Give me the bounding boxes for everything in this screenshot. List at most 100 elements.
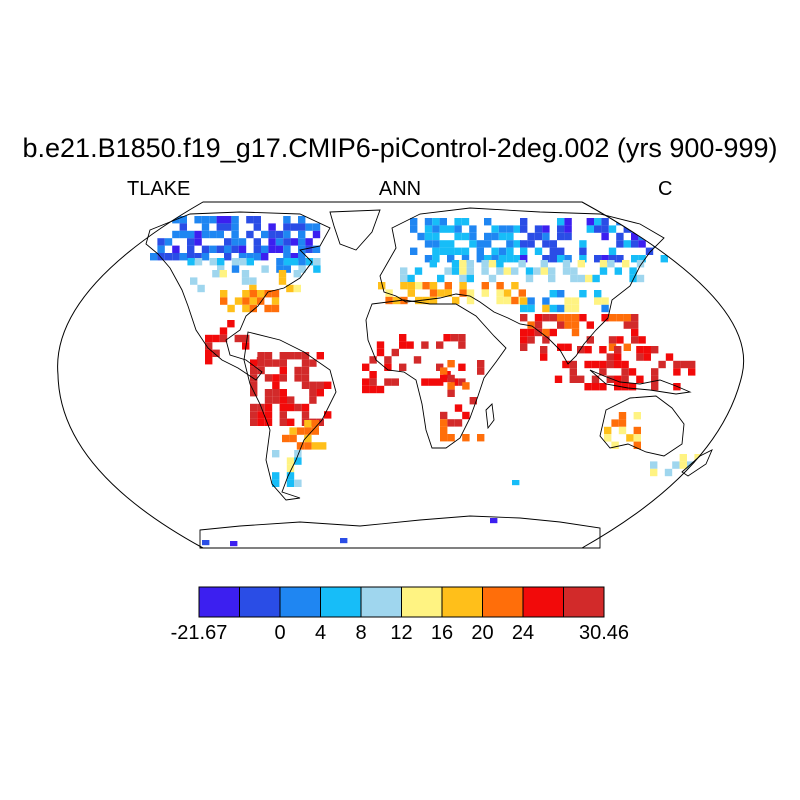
lake-cell — [562, 260, 571, 268]
lake-cell — [557, 304, 565, 313]
lake-cell — [224, 245, 232, 253]
lake-cell — [298, 223, 306, 231]
lake-cell — [604, 426, 612, 435]
lake-cell — [520, 225, 528, 233]
lake-cell — [484, 232, 492, 241]
lake-cell — [283, 238, 291, 246]
lake-cell — [452, 296, 460, 305]
lake-cell — [286, 464, 295, 473]
lake-cell — [525, 267, 534, 275]
lake-cell — [604, 434, 612, 442]
lake-cell — [227, 304, 235, 313]
lake-cell — [230, 541, 238, 547]
lake-cell — [577, 260, 585, 268]
lake-cell — [557, 225, 565, 233]
colorbar-box — [563, 586, 605, 618]
lake-cell — [513, 255, 521, 263]
lake-cell — [491, 247, 499, 255]
lake-cell — [518, 260, 526, 268]
lake-cell — [150, 253, 158, 261]
lake-cell — [594, 218, 602, 226]
lake-cell — [459, 267, 467, 275]
lake-cell — [249, 284, 257, 293]
lake-cell — [461, 232, 470, 241]
lake-cell — [549, 328, 557, 337]
lake-cell — [569, 368, 577, 376]
lake-cell — [234, 297, 243, 305]
lake-cell — [614, 383, 622, 391]
lake-cell — [496, 289, 504, 297]
lake-cell — [447, 240, 455, 248]
lake-cell — [283, 223, 291, 231]
lake-cell — [594, 225, 602, 233]
lake-cell — [461, 218, 470, 226]
lake-cell — [242, 304, 250, 313]
lake-cell — [476, 255, 484, 263]
lake-cell — [513, 225, 521, 233]
lake-cell — [287, 403, 295, 412]
lake-cell — [458, 334, 466, 342]
lake-cell — [250, 411, 258, 419]
lake-cell — [651, 368, 659, 376]
lake-cell — [187, 230, 195, 239]
lake-cell — [542, 232, 550, 241]
lake-cell — [194, 230, 202, 239]
lake-cell — [491, 255, 499, 263]
lake-cell — [242, 334, 250, 343]
lake-cell — [503, 267, 511, 275]
lake-cell — [212, 349, 220, 357]
australia-coast — [599, 395, 685, 457]
lake-cell — [496, 267, 504, 275]
lake-cell — [257, 359, 265, 367]
lake-cell — [454, 218, 462, 226]
lake-cell — [432, 247, 440, 255]
lake-cell — [481, 267, 489, 275]
lake-cell — [437, 289, 445, 297]
lake-cell — [496, 260, 504, 268]
greenland-coast — [329, 209, 381, 251]
lake-cell — [298, 258, 306, 266]
lake-cell — [385, 296, 393, 305]
lake-cell — [584, 360, 592, 369]
lake-cell — [164, 238, 173, 246]
lake-cell — [231, 223, 239, 231]
lake-cell — [283, 245, 291, 253]
lake-cell — [594, 297, 602, 305]
lake-cell — [614, 353, 622, 361]
lake-cell — [391, 348, 399, 357]
lake-cell — [242, 297, 250, 305]
lake-cell — [428, 378, 436, 386]
lake-cell — [629, 267, 637, 275]
lake-cell — [239, 258, 247, 266]
lake-cell — [279, 389, 287, 397]
lake-cell — [413, 356, 422, 364]
lake-cell — [461, 247, 470, 255]
lake-cell — [503, 296, 512, 305]
lake-cell — [220, 297, 228, 305]
lake-cell — [616, 255, 624, 263]
lake-cell — [571, 321, 580, 329]
lake-cell — [601, 297, 609, 305]
lake-cell — [542, 240, 550, 248]
lake-cell — [312, 245, 321, 253]
lake-cell — [444, 267, 452, 275]
colorbar-tick-label: 12 — [390, 622, 413, 644]
south-america-coast — [243, 331, 337, 501]
lake-cell — [440, 426, 448, 434]
lake-cell — [599, 260, 608, 268]
lake-cell — [525, 274, 534, 283]
lake-cell — [466, 296, 475, 305]
lake-cell — [506, 247, 514, 255]
lake-cell — [440, 374, 448, 383]
lake-cell — [369, 378, 377, 386]
lake-cell — [447, 434, 455, 442]
lake-cell — [608, 336, 617, 344]
lake-cell — [606, 360, 614, 369]
lake-cell — [257, 411, 265, 419]
lake-cell — [201, 245, 210, 253]
lake-cell — [636, 260, 645, 268]
lake-cell — [272, 450, 280, 458]
season-label: ANN — [378, 178, 422, 200]
lake-cell — [549, 255, 557, 263]
lake-cell — [261, 253, 269, 261]
